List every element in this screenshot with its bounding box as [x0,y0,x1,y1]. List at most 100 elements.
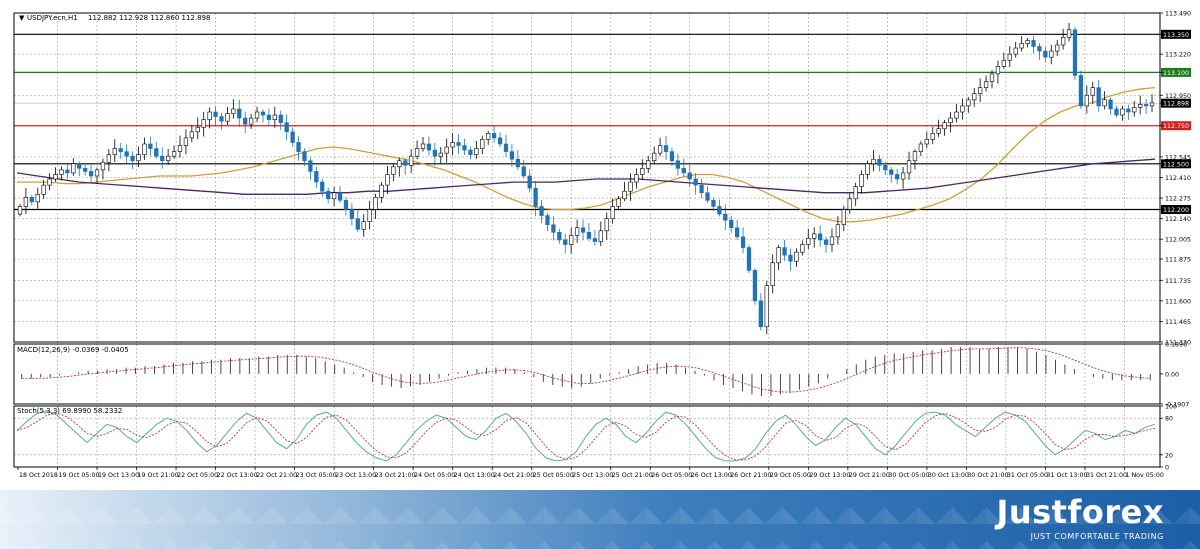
candle-body [248,117,254,125]
candle-body [669,151,675,162]
candle-body [657,145,663,154]
candle-body [628,181,633,192]
level-price-tag [1161,204,1191,214]
x-tick-label: 1 Nov 05:00 [1125,472,1163,479]
candle-body [148,143,153,149]
candle-body [124,151,129,157]
stoch-tick-label: 80 [1165,416,1173,423]
candle-body [557,232,562,241]
stoch-tick-label: 0 [1165,465,1169,472]
y-tick-label: 111.600 [1165,298,1191,305]
candle-body [574,227,580,236]
candle-body [1007,53,1012,61]
candle-body [497,137,503,145]
stoch-tick-label: 20 [1165,452,1173,459]
candle-body [379,184,384,198]
level-price-tag [1161,159,1191,169]
candle-body [118,148,123,152]
candle-body [432,149,437,157]
candle-body [1096,87,1101,107]
macd-signal-line [21,347,1151,393]
candle-body [912,151,918,162]
level-price-label: 112.200 [1163,207,1189,214]
trading-chart[interactable]: 113.350 113.100 112.750 112.500 112.200 112.8… [0,0,1200,490]
candle-body [1055,44,1060,52]
candle-body [225,113,230,122]
candle-body [889,169,894,175]
candle-body [705,192,710,201]
candle-body [776,247,781,264]
candle-body [746,247,752,271]
candle-body [420,143,426,149]
macd-label: MACD(12,26,9) -0.0369 -0.0405 [17,346,129,354]
candle-body [978,87,983,95]
x-tick-label: 26 Oct 21:00 [730,472,771,479]
level-price-tag [1161,121,1191,131]
candle-body [343,200,349,210]
x-tick-label: 29 Oct 21:00 [849,472,890,479]
candle-body [539,206,544,216]
candle-body [1072,29,1078,76]
candle-body [355,218,360,230]
candle-body [23,197,29,207]
macd-tick-label: 0.1896 [1165,342,1187,349]
candle-body [438,152,443,157]
x-tick-label: 26 Oct 13:00 [691,472,732,479]
candle-body [160,155,165,162]
chart-header-arrow-icon[interactable]: ▼ [19,14,25,22]
candle-body [59,169,64,175]
candle-body [533,187,538,207]
candle-body [675,160,681,169]
candle-body [847,198,852,210]
candle-body [391,166,396,175]
candle-body [563,239,568,245]
candle-body [936,128,941,134]
candle-body [456,142,461,146]
y-tick-label: 111.330 [1165,340,1191,347]
candle-body [278,114,283,123]
candle-body [687,172,692,180]
candle-body [906,160,912,174]
candle-body [646,160,651,169]
stoch-tick-label: 100 [1165,404,1177,411]
candle-body [551,224,556,233]
candle-body [1060,37,1066,46]
candle-body [569,235,574,245]
candle-body [1078,75,1084,107]
candle-body [1126,108,1131,113]
candle-body [201,119,206,128]
candle-body [260,111,266,116]
candle-body [397,160,402,168]
x-tick-label: 19 Oct 05:00 [59,472,100,479]
x-tick-label: 23 Oct 21:00 [375,472,416,479]
candle-body [723,213,728,221]
candle-body [337,192,343,201]
candle-body [900,172,906,180]
level-price-label: 112.500 [1163,161,1189,168]
x-tick-label: 31 Oct 13:00 [1046,472,1087,479]
candle-body [663,145,669,152]
candle-body [521,166,526,177]
candle-body [77,163,82,169]
candle-body [995,66,1001,75]
candle-body [349,209,355,219]
candle-body [942,122,947,130]
candle-body [515,158,520,168]
candle-body [1149,102,1155,107]
candle-body [100,161,106,171]
candle-body [1090,87,1095,96]
x-tick-label: 23 Oct 05:00 [296,472,337,479]
moving-average-fast [17,86,1156,223]
candle-body [812,233,817,239]
moving-average-slow [16,158,1156,195]
candle-body [130,155,135,162]
candle-body [41,184,46,195]
candle-body [94,169,100,177]
x-tick-label: 19 Oct 21:00 [138,472,179,479]
candle-body [112,148,117,155]
candle-body [634,174,639,183]
candle-body [806,238,811,245]
x-tick-label: 25 Oct 05:00 [533,472,574,479]
candle-body [35,193,40,203]
candle-body [450,142,455,148]
